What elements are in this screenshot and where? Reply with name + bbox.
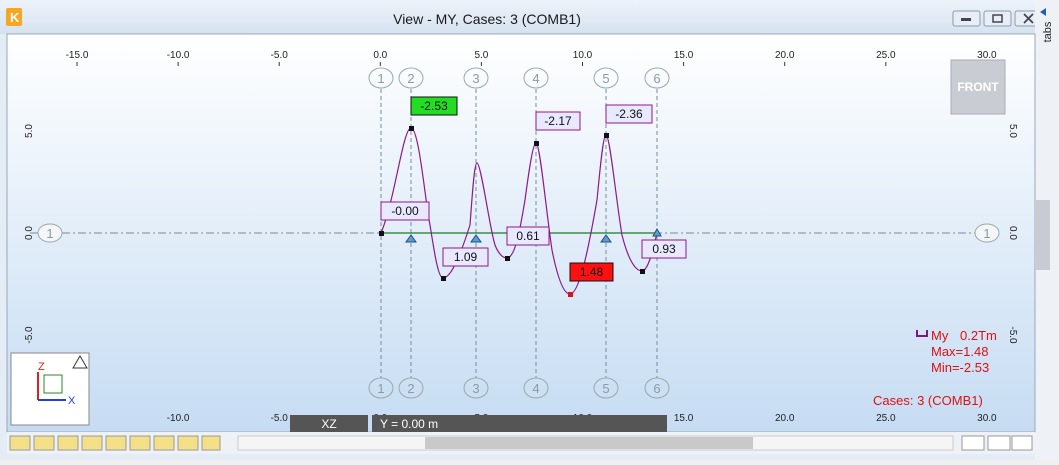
axis-bubble xyxy=(974,223,1000,243)
moment-label-box xyxy=(641,239,687,259)
x-ruler-label: 25.0 xyxy=(876,50,896,61)
moment-label-box xyxy=(506,226,550,246)
axis-bubble xyxy=(593,377,619,399)
plane-label[interactable]: XZ xyxy=(321,417,336,431)
moment-labels: -2.53 -0.00 1.09 0.61 -2.17 1.48 -2.36 0.93 xyxy=(380,96,687,282)
supports xyxy=(405,227,662,243)
axis-bubble xyxy=(644,67,670,89)
x-ruler-label: -15.0 xyxy=(66,50,89,61)
axis-bubble-label: 1 xyxy=(983,226,990,241)
moment-label-box xyxy=(442,247,489,267)
moment-curve xyxy=(380,127,658,295)
axis-bubble-label: 1 xyxy=(377,71,384,86)
moment-label: -2.53 xyxy=(420,99,448,113)
moment-label: -0.00 xyxy=(391,204,419,218)
view-cube-label[interactable]: FRONT xyxy=(957,80,999,94)
x-ruler-label: 20.0 xyxy=(775,413,795,424)
legend: My 0.2Tm Max=1.48 Min=-2.53 Cases: 3 (CO… xyxy=(873,328,997,408)
legend-max: Max=1.48 xyxy=(931,344,988,359)
x-ruler-label: 10.0 xyxy=(573,50,593,61)
x-ruler-label: -5.0 xyxy=(271,50,289,61)
axis-bubble-label: 4 xyxy=(532,71,539,86)
x-ruler-label: -10.0 xyxy=(167,50,190,61)
x-ruler-label: 15.0 xyxy=(674,50,694,61)
axis-bubble xyxy=(398,67,424,89)
axis-bubble xyxy=(644,377,670,399)
x-ruler-label: 5.0 xyxy=(474,50,488,61)
moment-label-box xyxy=(380,201,430,221)
x-ruler-label: 30.0 xyxy=(977,413,997,424)
y-ruler-label: -5.0 xyxy=(24,326,35,344)
svg-text:Z: Z xyxy=(38,361,45,373)
vertical-axes: 1 1 2 2 3 3 4 4 5 5 6 6 1 1 xyxy=(37,67,1000,399)
moment-label-box xyxy=(605,104,653,124)
axis-bubble-label: 3 xyxy=(472,71,479,86)
restore-button[interactable] xyxy=(983,10,1012,27)
x-ruler-label: -5.0 xyxy=(271,413,289,424)
x-ruler-label: 0.0 xyxy=(373,50,387,61)
x-ruler-label: 25.0 xyxy=(876,413,896,424)
tabs-label[interactable]: tabs xyxy=(1042,21,1054,42)
axis-bubble xyxy=(368,377,394,399)
plane-box[interactable] xyxy=(290,415,368,432)
axis-bubble-label: 2 xyxy=(407,381,414,396)
axis-bubble xyxy=(368,67,394,89)
axis-bubble-label: 5 xyxy=(602,71,609,86)
moment-nodes xyxy=(379,126,645,281)
axis-bubble xyxy=(463,377,489,399)
moment-label-box xyxy=(410,96,458,116)
level-box[interactable] xyxy=(372,415,667,432)
moment-label: 1.48 xyxy=(580,265,604,279)
moment-label-box xyxy=(569,262,614,282)
legend-cases: Cases: 3 (COMB1) xyxy=(873,393,983,408)
view-cube[interactable]: FRONT xyxy=(950,59,1006,115)
axis-bubble xyxy=(37,223,63,243)
legend-quantity: My xyxy=(931,328,949,343)
moment-label: 1.09 xyxy=(454,250,478,264)
x-ruler-label: 20.0 xyxy=(775,50,795,61)
moment-label: 0.93 xyxy=(652,242,676,256)
x-ruler-label: -10.0 xyxy=(167,413,190,424)
window-title: View - MY, Cases: 3 (COMB1) xyxy=(393,11,581,27)
axis-bubble-label: 2 xyxy=(407,71,414,86)
y-ruler-label: 0.0 xyxy=(1007,226,1018,240)
x-ruler-label: 30.0 xyxy=(977,50,997,61)
moment-label-box xyxy=(535,111,581,131)
y-ruler-label: 5.0 xyxy=(1007,124,1018,138)
moment-label: -2.17 xyxy=(544,114,572,128)
axis-bubble xyxy=(463,67,489,89)
axis-bubble-label: 6 xyxy=(653,71,660,86)
title-bar xyxy=(0,0,1035,34)
y-ruler-label: 5.0 xyxy=(24,124,35,138)
axis-triad: Z X xyxy=(10,352,90,426)
axis-bubble xyxy=(523,67,549,89)
app-icon-letter: K xyxy=(10,10,20,25)
level-label[interactable]: Y = 0.00 m xyxy=(380,417,438,431)
window-buttons[interactable] xyxy=(952,10,1043,27)
axis-bubble-label: 6 xyxy=(653,381,660,396)
axis-bubble-label: 4 xyxy=(532,381,539,396)
axis-bubble-label: 1 xyxy=(377,381,384,396)
moment-label: 0.61 xyxy=(516,229,540,243)
app-icon xyxy=(6,8,22,26)
x-ruler-label: 15.0 xyxy=(674,413,694,424)
y-ruler-label: -5.0 xyxy=(1007,326,1018,344)
v-scrollbar-thumb[interactable] xyxy=(1036,200,1050,270)
axis-bubble xyxy=(523,377,549,399)
axis-bubble xyxy=(398,377,424,399)
y-ruler-label: 0.0 xyxy=(24,226,35,240)
axis-bubble-label: 1 xyxy=(46,226,53,241)
svg-text:X: X xyxy=(68,395,76,407)
toolbar-buttons[interactable] xyxy=(9,435,1033,451)
axis-bubble xyxy=(593,67,619,89)
h-scrollbar-thumb[interactable] xyxy=(425,437,753,449)
axis-bubble-label: 3 xyxy=(472,381,479,396)
moment-label: -2.36 xyxy=(615,107,643,121)
axis-bubble-label: 5 xyxy=(602,381,609,396)
legend-scale: 0.2Tm xyxy=(960,328,997,343)
legend-min: Min=-2.53 xyxy=(931,360,989,375)
